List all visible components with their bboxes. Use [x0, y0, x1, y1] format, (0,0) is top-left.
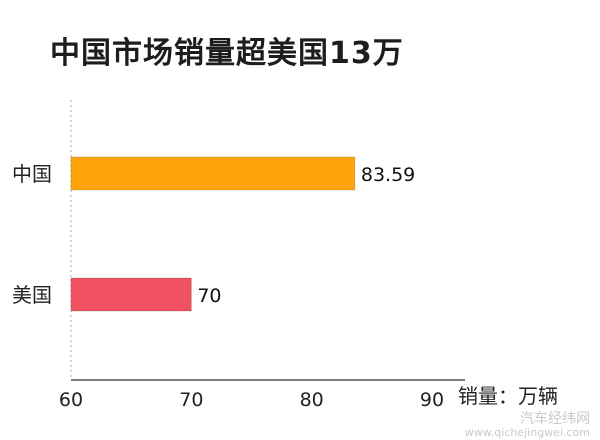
x-tick-label: 70 — [179, 389, 203, 411]
bar-china — [70, 156, 356, 191]
chart-title: 中国市场销量超美国13万 — [50, 36, 404, 71]
x-tick-label: 60 — [59, 389, 83, 411]
data-label: 70 — [197, 285, 221, 307]
watermark: 汽车经纬网 — [520, 411, 590, 427]
x-tick-label: 80 — [300, 389, 324, 411]
data-label: 83.59 — [361, 164, 415, 186]
category-label: 美国 — [12, 283, 52, 307]
bar-usa — [70, 277, 192, 312]
watermark-url: www.qichejingwei.com — [464, 426, 590, 439]
x-axis-label: 销量：万辆 — [458, 384, 558, 408]
category-label: 中国 — [12, 162, 52, 186]
x-tick-label: 90 — [420, 389, 444, 411]
